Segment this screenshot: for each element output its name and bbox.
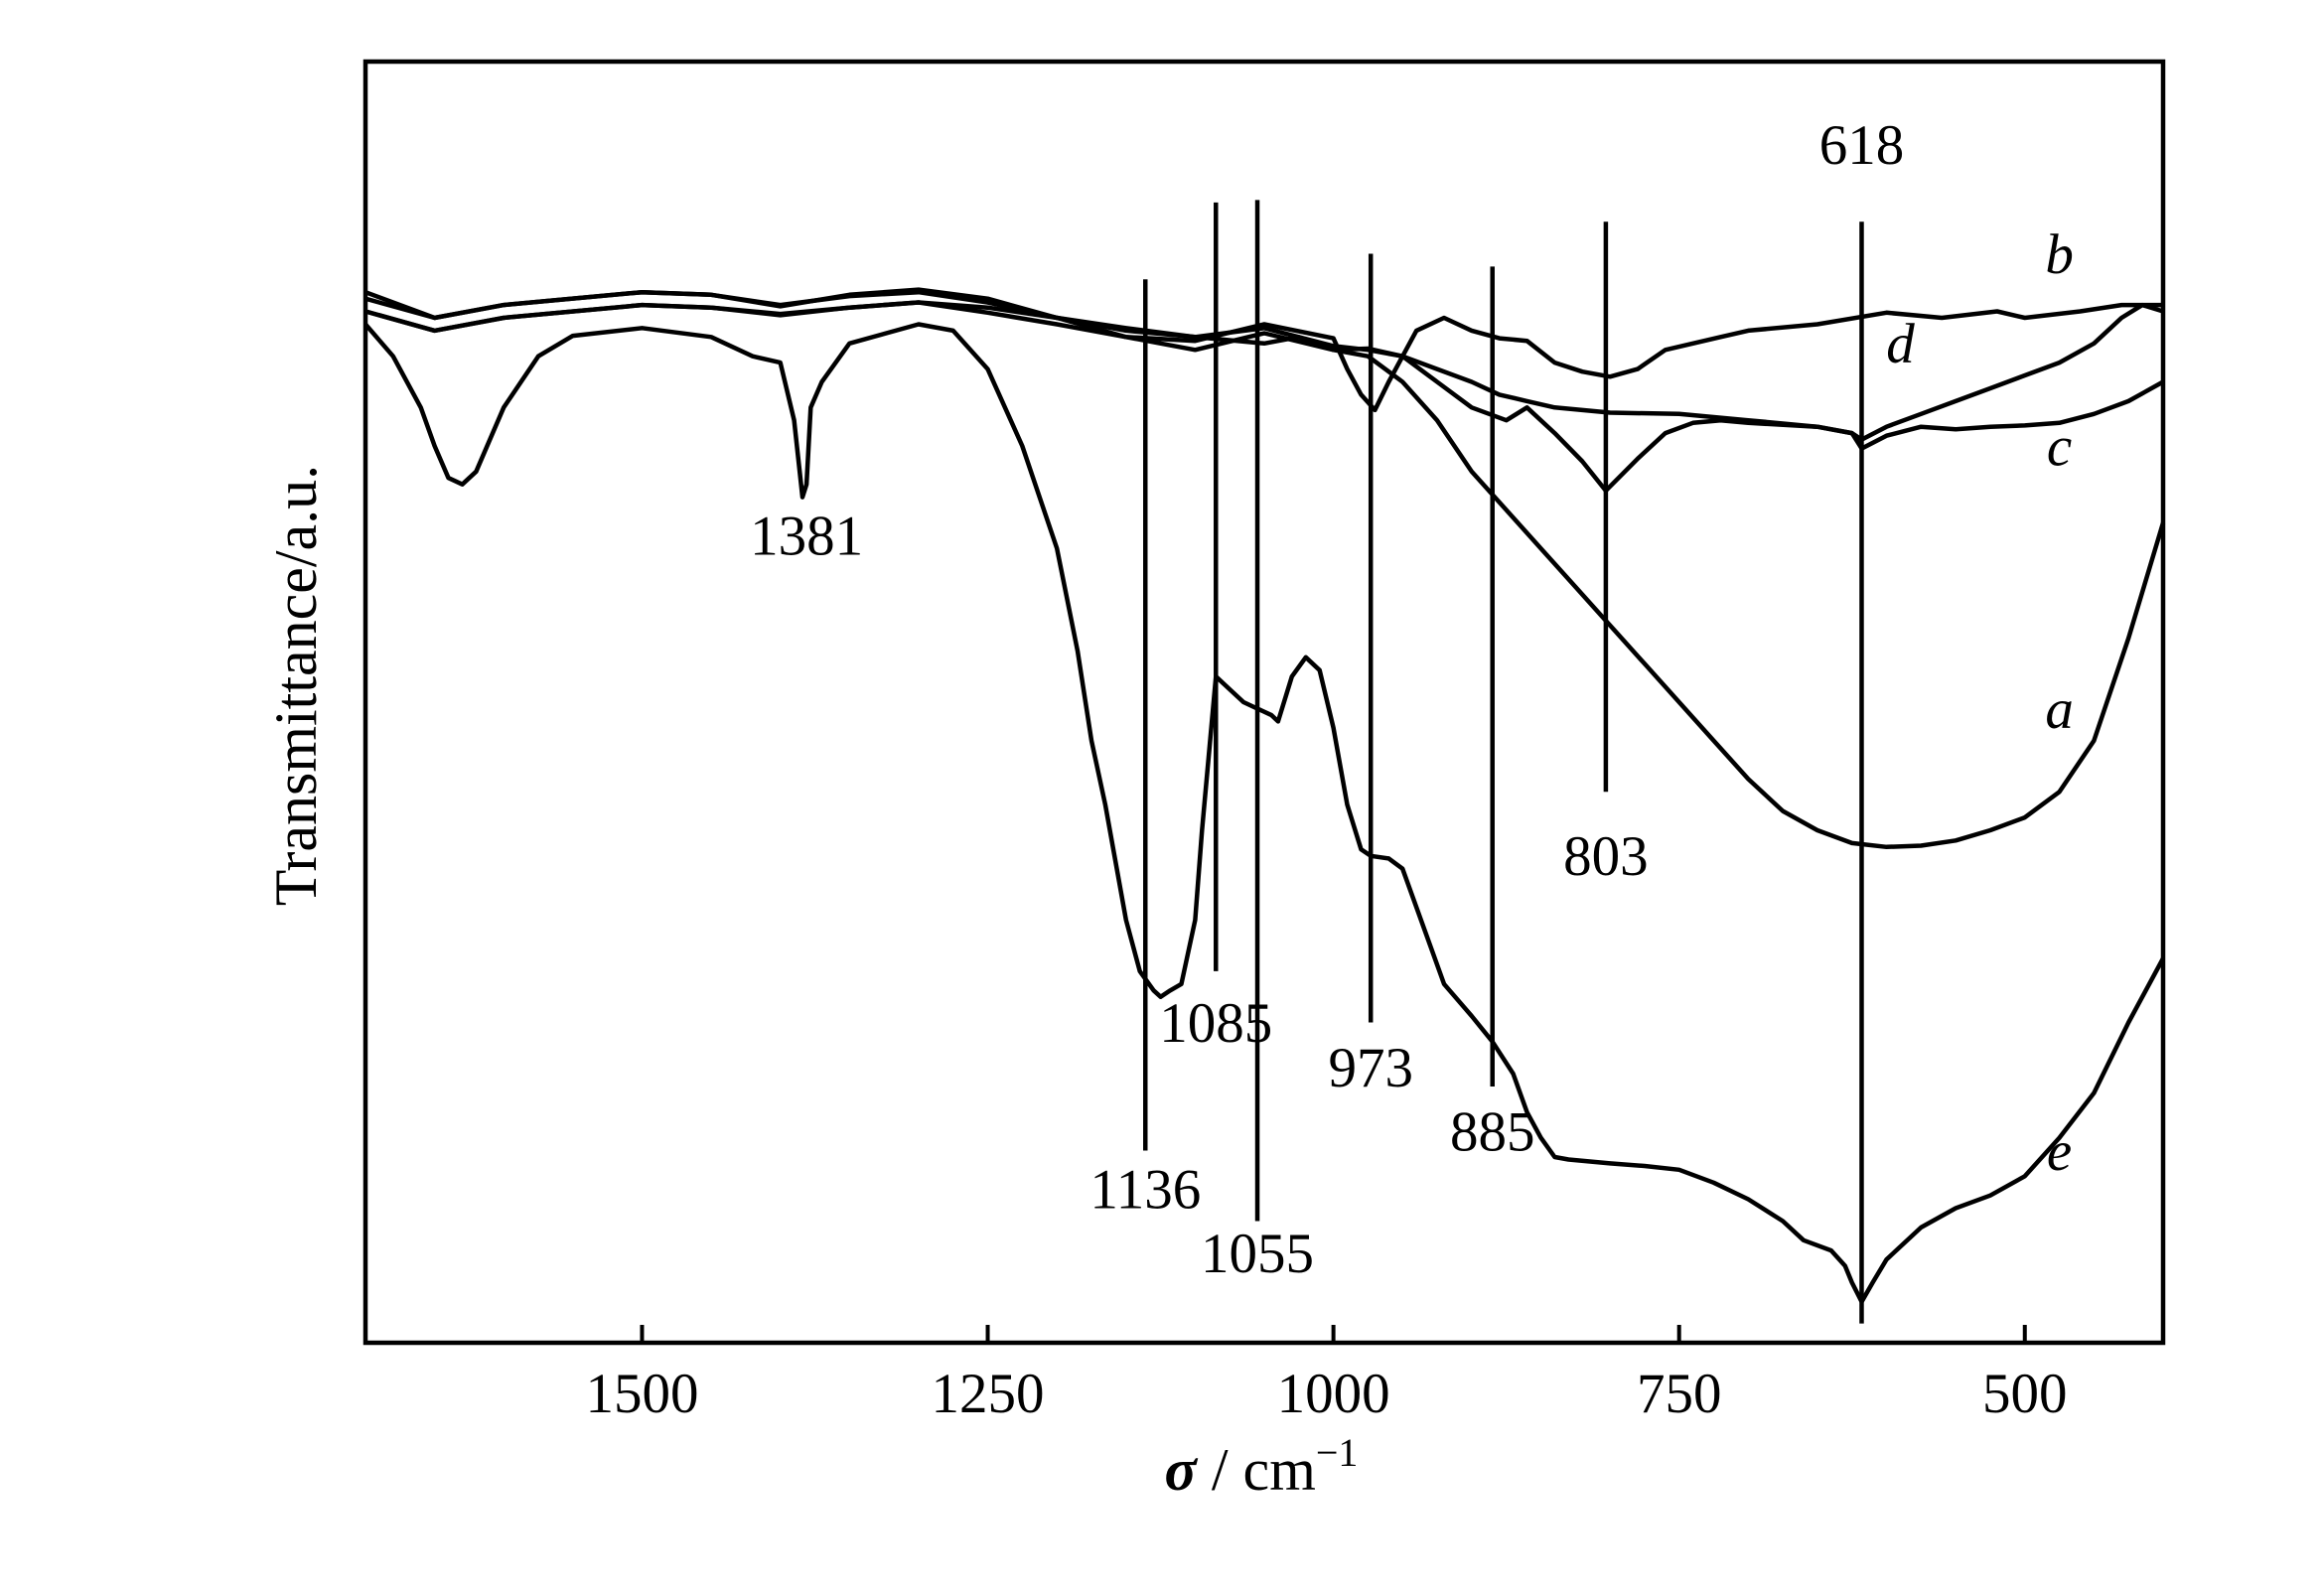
peak-label-1136: 1136 bbox=[1089, 1159, 1201, 1222]
peak-label-803: 803 bbox=[1563, 825, 1649, 888]
plot-frame bbox=[363, 59, 2166, 1346]
curve-label-a: a bbox=[2045, 678, 2074, 741]
curve-a bbox=[364, 300, 2166, 850]
x-tick-label-750: 750 bbox=[1637, 1363, 1722, 1425]
y-axis-label: Transmittance/a.u. bbox=[263, 465, 329, 906]
curve-e bbox=[363, 322, 2165, 1304]
x-axis-label: σ / cm−1 bbox=[1165, 1430, 1359, 1503]
curve-label-c: c bbox=[2047, 415, 2072, 478]
x-tick-label-500: 500 bbox=[1982, 1363, 2068, 1425]
peak-label-973: 973 bbox=[1328, 1037, 1413, 1099]
x-tick-label-1000: 1000 bbox=[1277, 1363, 1390, 1425]
x-axis-unit: / cm bbox=[1197, 1437, 1316, 1503]
curve-label-b: b bbox=[2045, 223, 2074, 286]
peak-label-885: 885 bbox=[1450, 1101, 1535, 1164]
peak-label-618: 618 bbox=[1819, 114, 1905, 177]
peak-markers: 1381 1136 1085 1055 973 885 803 618 bbox=[750, 114, 1905, 1324]
peak-label-1381: 1381 bbox=[750, 506, 863, 568]
x-tick-label-1250: 1250 bbox=[932, 1363, 1045, 1425]
x-tick-label-1500: 1500 bbox=[585, 1363, 698, 1425]
x-axis-symbol: σ bbox=[1165, 1437, 1199, 1503]
peak-label-1085: 1085 bbox=[1159, 992, 1272, 1055]
peak-label-1055: 1055 bbox=[1201, 1223, 1314, 1285]
x-axis-unit-exponent: −1 bbox=[1316, 1430, 1359, 1475]
curve-d bbox=[364, 289, 2164, 442]
curve-label-d: d bbox=[1886, 313, 1915, 375]
spectrum-curves: a b c d e bbox=[363, 223, 2166, 1304]
curve-c bbox=[364, 300, 2165, 494]
curve-label-e: e bbox=[2047, 1120, 2072, 1183]
x-axis-ticks: 1500 1250 1000 750 500 bbox=[585, 1325, 2068, 1425]
